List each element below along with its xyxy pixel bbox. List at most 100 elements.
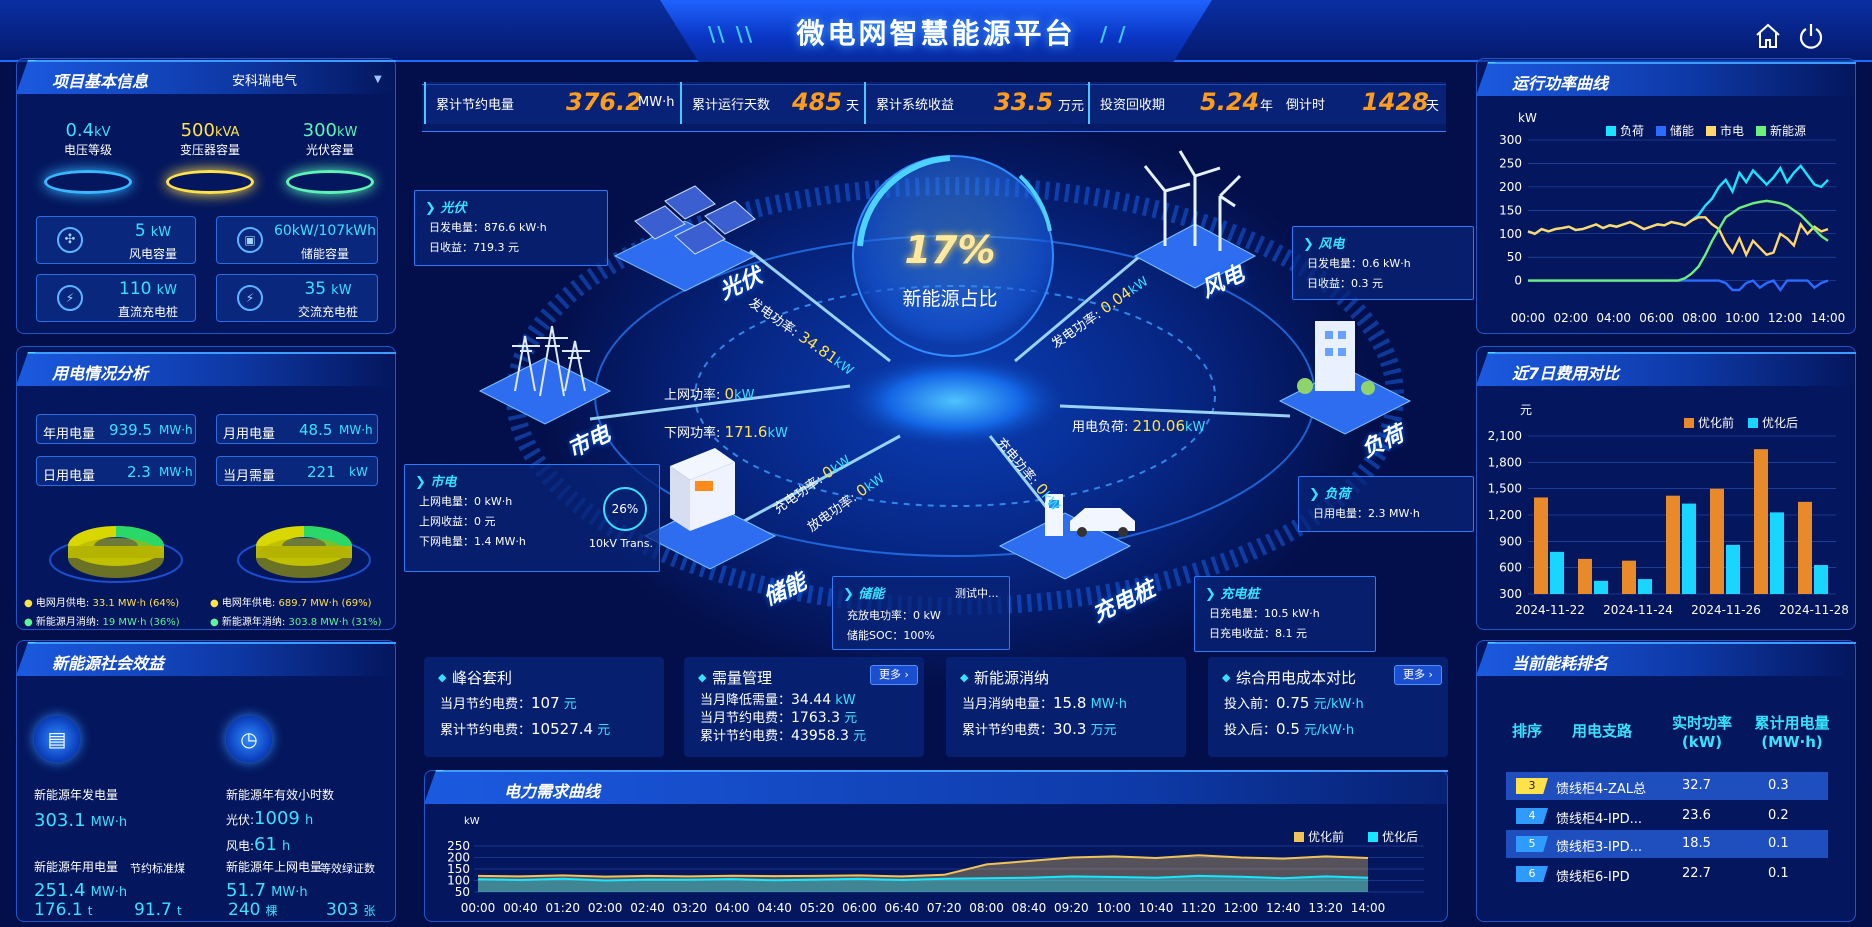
charger-info-box[interactable]: ❯ 充电桩 日充电量：10.5 kW·h 日充电收益：8.1 元 — [1194, 576, 1376, 652]
inner-ring — [694, 285, 1216, 507]
y-tick-label: 50 — [1507, 250, 1522, 264]
rank-header-energy-label: 累计用电量 — [1754, 714, 1830, 732]
pv-info-box[interactable]: ❯ 光伏 日发电量：876.6 kW·h 日收益：719.3 元 — [414, 190, 608, 266]
dc-pile-value: 110 — [119, 279, 152, 299]
storage-flow-line — [734, 434, 901, 528]
wind-turbine-icon — [1143, 150, 1242, 251]
card-label: 累计节约电费： — [440, 723, 532, 738]
series-line-市电 — [1527, 216, 1829, 258]
bar-优化前 — [1666, 495, 1680, 594]
x-tick-label: 14:00 — [1351, 901, 1386, 915]
x-tick-label: 00:40 — [503, 901, 538, 915]
table-row[interactable]: 3 馈线柜4-ZAL总 32.7 0.3 — [1506, 772, 1828, 800]
legend-label: 优化前 — [1698, 415, 1734, 430]
y-tick-label: 1,200 — [1488, 508, 1522, 522]
x-tick-label: 07:20 — [927, 901, 962, 915]
series-line-优化后 — [477, 874, 1369, 882]
bar-优化前 — [1710, 488, 1724, 594]
more-button[interactable]: 更多 › — [1394, 665, 1442, 685]
legend-value: 689.7 MW·h (69%) — [278, 598, 372, 609]
usage-unit: MW·h — [339, 423, 373, 437]
rank-list[interactable]: 3 馈线柜4-ZAL总 32.7 0.3 4 馈线柜4-IPD... 23.6 … — [1506, 772, 1828, 882]
info-line: 日充电量：10.5 kW·h — [1209, 607, 1320, 620]
x-tick-label: 04:00 — [1596, 311, 1631, 325]
info-line: 上网电量：0 kW·h — [419, 495, 513, 508]
kpi-label: 累计运行天数 — [692, 98, 771, 113]
card-unit: 元 — [853, 729, 867, 744]
rank-energy: 0.2 — [1768, 808, 1789, 823]
rank-branch: 馈线柜4-IPD... — [1556, 812, 1643, 827]
kpi-label: 累计系统收益 — [876, 98, 955, 113]
y-axis-label: 元 — [1520, 403, 1532, 417]
voltage-stat: 0.4kV 电压等级 — [46, 120, 130, 158]
card-label: 当月降低需量： — [700, 693, 792, 708]
table-row[interactable]: 6 馈线柜6-IPD 22.7 0.1 — [1506, 860, 1828, 882]
bar-优化后 — [1682, 503, 1696, 594]
cert-label: 等效绿证数 — [320, 862, 375, 875]
y-tick-label: 250 — [447, 839, 470, 853]
info-line: 下网电量：1.4 MW·h — [419, 535, 526, 548]
legend-label: 新能源 — [1770, 123, 1806, 138]
x-tick-label: 2024-11-24 — [1603, 603, 1673, 617]
flow-label: 下网功率: — [664, 426, 721, 441]
y-tick-label: 200 — [1499, 180, 1522, 194]
kpi-run-days: 累计运行天数 485 天 — [680, 82, 864, 124]
card-peak-valley: ◆ 峰谷套利 当月节约电费：107 元 累计节约电费：10527.4 元 — [424, 657, 664, 757]
coal-unit: t — [87, 904, 93, 918]
y-tick-label: 300 — [1499, 133, 1522, 147]
rank-branch: 馈线柜3-IPD... — [1556, 840, 1643, 855]
kpi-unit: 天 — [846, 99, 860, 114]
orb-arc — [1018, 174, 1052, 232]
chevron-down-icon[interactable]: ▼ — [374, 74, 382, 85]
rank-header-power-label: 实时功率 — [1671, 714, 1732, 732]
charger-icon: ⚡ — [237, 285, 263, 311]
flow-label: 上网功率: — [664, 388, 721, 403]
panel-title: 用电情况分析 — [52, 364, 149, 383]
more-button[interactable]: 更多 › — [870, 665, 918, 685]
company-select[interactable]: 安科瑞电气 — [232, 74, 298, 89]
series-line-优化前 — [477, 854, 1369, 878]
x-tick-label: 02:40 — [630, 901, 665, 915]
social-value: 303.1 — [34, 810, 86, 831]
x-tick-label: 06:00 — [1639, 311, 1674, 325]
table-row[interactable]: 5 馈线柜3-IPD... 18.5 0.1 — [1506, 830, 1828, 858]
card-label: 当月节约电费： — [440, 697, 532, 712]
wind-info-box[interactable]: ❯ 风电 日发电量：0.6 kW·h 日收益：0.3 元 — [1292, 226, 1474, 300]
kpi-label: 累计节约电量 — [436, 98, 515, 113]
card-unit: 元 — [844, 711, 858, 726]
wind-label: 风电容量 — [128, 247, 177, 261]
usage-value: 48.5 — [299, 421, 333, 439]
cost-chart: 元 300 600 900 1,200 1,500 1,800 2,100 2024-11-22… — [1488, 403, 1849, 617]
x-tick-label: 04:00 — [715, 901, 750, 915]
more-label: 更多 — [1403, 668, 1426, 681]
social-unit: MW·h — [90, 815, 128, 830]
social-sub-unit: h — [304, 813, 314, 828]
grid-info-box[interactable]: ❯ 市电 上网电量：0 kW·h 上网收益：0 元 下网电量：1.4 MW·h … — [404, 464, 660, 572]
transmission-tower-icon — [512, 325, 590, 397]
load-info-box[interactable]: ❯ 负荷 日用电量：2.3 MW·h — [1298, 476, 1474, 532]
usage-header: 用电情况分析 — [16, 352, 396, 386]
usage-year: 年用电量 939.5 MW·h — [36, 414, 196, 444]
legend-swatch — [1656, 126, 1666, 136]
storage-info-box[interactable]: ❯ 储能 测试中... 充放电功率：0 kW 储能SOC：100% — [832, 576, 1010, 650]
storage-icon: ▣ — [237, 227, 263, 253]
more-label: 更多 — [879, 668, 902, 681]
generation-icon: ▤ — [34, 716, 80, 762]
y-axis-label: kW — [464, 816, 480, 827]
x-tick-label: 2024-11-26 — [1691, 603, 1761, 617]
table-row[interactable]: 4 馈线柜4-IPD... 23.6 0.2 — [1506, 802, 1828, 830]
power-icon[interactable] — [1797, 22, 1825, 50]
y-tick-label: 50 — [455, 885, 470, 899]
card-label: 当月节约电费： — [700, 711, 792, 726]
rank-badge: 3 — [1516, 778, 1548, 794]
solar-panel-icon — [634, 185, 756, 255]
card-title: 综合用电成本对比 — [1236, 669, 1357, 687]
storage-value: 60kW/107kWh — [273, 223, 377, 239]
home-icon[interactable] — [1754, 22, 1782, 50]
social-panel — [16, 640, 396, 922]
x-tick-label: 01:20 — [545, 901, 580, 915]
x-tick-label: 08:00 — [1682, 311, 1717, 325]
y-tick-label: 250 — [1499, 156, 1522, 170]
flow-unit: kW — [767, 426, 788, 441]
orb-arc — [857, 155, 951, 247]
